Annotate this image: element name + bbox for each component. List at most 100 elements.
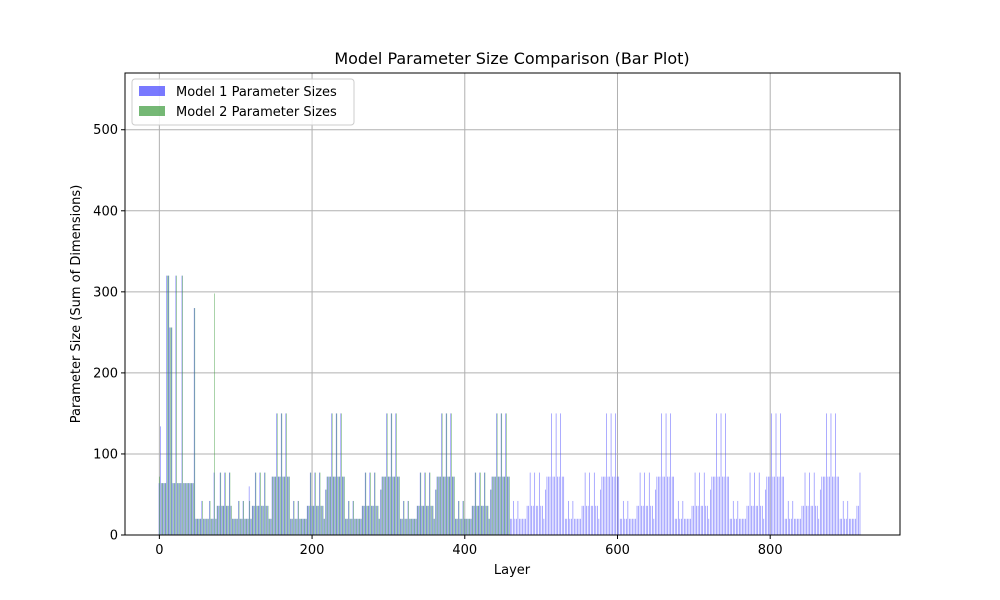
- bar-model1: [424, 472, 426, 535]
- bar-model1: [618, 476, 620, 535]
- bar-model1: [751, 505, 752, 535]
- bar-model2: [438, 476, 440, 535]
- bar-model1: [534, 472, 536, 535]
- bar-model1: [690, 518, 691, 535]
- bar-model1: [548, 476, 549, 535]
- bar-model2: [280, 476, 281, 535]
- bar-model1: [557, 476, 558, 535]
- bar-model1: [856, 505, 858, 535]
- bar-model1: [369, 472, 371, 535]
- bar-model1: [584, 472, 586, 535]
- bar-model1: [348, 500, 349, 535]
- bar-model1: [813, 472, 815, 535]
- bar-model1: [493, 476, 494, 535]
- bar-model1: [836, 476, 838, 535]
- bar-model1: [215, 518, 216, 535]
- bar-model2: [493, 476, 495, 535]
- bar-model2: [437, 476, 438, 535]
- bar-model1: [378, 518, 380, 535]
- bar-model1: [777, 476, 778, 535]
- bar-model1: [166, 275, 167, 535]
- bar-model1: [474, 472, 476, 535]
- bar-model1: [737, 500, 739, 535]
- bar-model1: [228, 472, 230, 535]
- bar-model1: [656, 476, 658, 535]
- bar-model1: [308, 505, 310, 535]
- bar-model2: [321, 505, 322, 535]
- bar-model1: [436, 476, 438, 535]
- bar-model1: [766, 476, 768, 535]
- bar-model1: [233, 518, 235, 535]
- bar-model1: [609, 476, 610, 535]
- bar-model1: [361, 505, 363, 535]
- bar-model1: [795, 518, 797, 535]
- bar-model1: [531, 505, 532, 535]
- bar-model2: [305, 518, 307, 535]
- bar-model2: [318, 505, 319, 535]
- bar-model1: [832, 476, 833, 535]
- bar-model2: [458, 500, 460, 535]
- bar-model2: [272, 476, 273, 535]
- bar-model2: [396, 413, 397, 535]
- bar-model1: [629, 518, 630, 535]
- bar-model1: [335, 413, 337, 535]
- y-tick-label: 500: [93, 123, 118, 138]
- bar-model1: [355, 518, 357, 535]
- bar-model1: [537, 505, 539, 535]
- bar-model1: [542, 505, 543, 535]
- bar-model1: [207, 518, 209, 535]
- bar-model1: [410, 518, 412, 535]
- bar-model1: [804, 472, 806, 535]
- bar-model1: [270, 518, 271, 535]
- bar-model1: [371, 505, 372, 535]
- bar-model2: [393, 476, 394, 535]
- bar-model1: [404, 518, 406, 535]
- bar-model2: [209, 500, 211, 535]
- bar-model1: [703, 472, 705, 535]
- bar-model1: [835, 413, 836, 535]
- bar-model1: [633, 518, 635, 535]
- bar-model1: [389, 476, 390, 535]
- bar-model2: [360, 518, 362, 535]
- bar-model1: [532, 505, 534, 535]
- bar-model1: [357, 518, 358, 535]
- bar-model2: [200, 518, 202, 535]
- bar-model2: [431, 505, 432, 535]
- bar-model1: [213, 472, 215, 535]
- bar-model1: [538, 472, 540, 535]
- bar-model1: [241, 518, 242, 535]
- bar-model1: [317, 505, 319, 535]
- bar-model1: [340, 413, 342, 535]
- bar-model1: [375, 505, 377, 535]
- bar-model2: [420, 472, 422, 535]
- bar-model1: [824, 476, 826, 535]
- bar-model1: [381, 476, 383, 535]
- bar-model1: [276, 413, 277, 535]
- bar-model1: [279, 476, 280, 535]
- bar-model1: [688, 518, 690, 535]
- bar-model1: [305, 518, 306, 535]
- bar-model2: [388, 476, 390, 535]
- bar-model2: [345, 518, 347, 535]
- bar-model1: [723, 476, 725, 535]
- axis-ticks: 0 200 400 600 800 0 100 200 300 400 500: [93, 123, 782, 558]
- bar-model1: [560, 413, 561, 535]
- y-tick-label: 300: [93, 285, 118, 300]
- bar-model1: [809, 472, 810, 535]
- bar-model2: [432, 505, 434, 535]
- bar-model2: [466, 518, 467, 535]
- bar-model1: [364, 472, 366, 535]
- bar-model1: [398, 476, 400, 535]
- bar-model1: [319, 472, 320, 535]
- bar-model1: [687, 518, 688, 535]
- bar-model1: [697, 505, 699, 535]
- bar-model2: [496, 413, 498, 535]
- bar-model2: [484, 472, 486, 535]
- bar-model2: [341, 413, 342, 535]
- bar-model1: [792, 500, 794, 535]
- bar-model1: [175, 275, 177, 535]
- bar-model1: [386, 413, 387, 535]
- bar-model1: [349, 518, 351, 535]
- bar-model1: [739, 518, 740, 535]
- bar-model2: [344, 476, 345, 535]
